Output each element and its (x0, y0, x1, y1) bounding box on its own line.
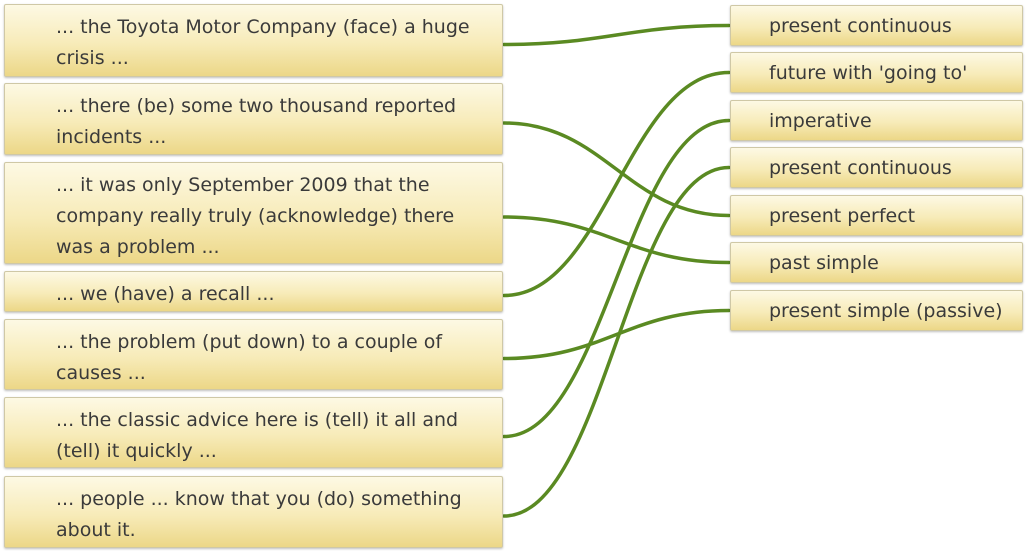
right-item-7[interactable]: present simple (passive) (730, 290, 1023, 331)
right-item-6[interactable]: past simple (730, 242, 1023, 283)
right-item-3[interactable]: imperative (730, 100, 1023, 141)
right-item-1[interactable]: present continuous (730, 5, 1023, 46)
left-item-1[interactable]: ... the Toyota Motor Company (face) a hu… (4, 4, 503, 77)
connection-line-1 (502, 23, 731, 47)
left-item-3[interactable]: ... it was only September 2009 that the … (4, 162, 503, 264)
connection-line-3 (502, 215, 731, 265)
right-item-2[interactable]: future with 'going to' (730, 52, 1023, 93)
left-item-2[interactable]: ... there (be) some two thousand reporte… (4, 83, 503, 155)
left-item-4[interactable]: ... we (have) a recall ... (4, 271, 503, 312)
connection-line-2 (502, 121, 731, 218)
connection-line-4 (502, 70, 731, 298)
right-item-5[interactable]: present perfect (730, 195, 1023, 236)
right-item-4[interactable]: present continuous (730, 147, 1023, 188)
left-item-7[interactable]: ... people ... know that you (do) someth… (4, 476, 503, 548)
connection-line-6 (502, 118, 731, 439)
connection-line-7 (502, 165, 731, 518)
left-item-5[interactable]: ... the problem (put down) to a couple o… (4, 319, 503, 390)
connection-line-5 (502, 308, 731, 361)
left-item-6[interactable]: ... the classic advice here is (tell) it… (4, 397, 503, 468)
